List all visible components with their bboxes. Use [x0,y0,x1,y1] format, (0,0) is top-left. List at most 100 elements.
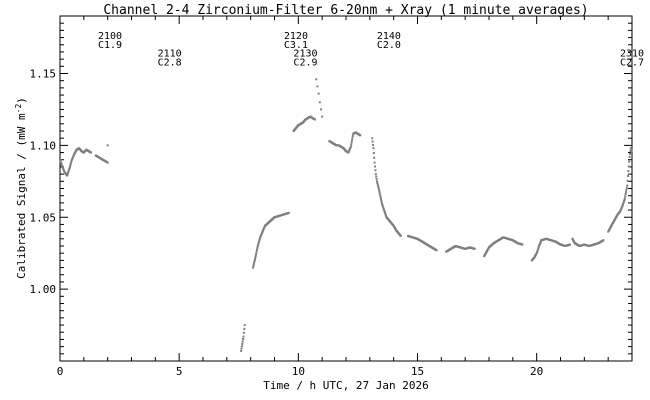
data-point [242,335,245,338]
data-point [627,170,630,173]
data-point [240,347,243,350]
data-point [106,144,109,147]
data-point [378,188,380,191]
data-point [384,212,387,215]
data-point [384,213,387,216]
data-point [623,198,626,201]
data-point [372,143,374,146]
data-point [241,340,244,343]
data-point [257,243,260,246]
y-axis-label: Calibrated Signal / (mW m-2) [14,97,28,279]
data-point [351,135,354,137]
data-point [374,169,377,172]
data-point [624,193,627,196]
data-point [371,140,374,143]
data-point [351,139,353,142]
data-point [383,211,386,214]
data-point [377,185,380,188]
data-point [535,252,538,255]
data-point [625,191,627,194]
annotation-line1: 2310 [620,48,644,59]
data-point [314,118,316,121]
data-point [382,207,385,210]
data-point [380,201,383,204]
data-point [61,164,63,167]
data-point [378,192,381,195]
data-point [623,200,626,202]
data-point [379,196,382,199]
data-point [630,148,633,151]
data-point [257,242,260,245]
data-point [621,204,624,207]
annotation-line1: 2110 [158,48,182,59]
data-point [242,338,245,340]
data-point [372,147,375,150]
data-point [374,173,377,176]
data-point [255,252,258,255]
data-point [624,195,627,198]
data-point [627,165,630,168]
data-point [628,160,631,163]
x-tick-label: 15 [411,365,424,378]
data-point [629,150,632,153]
data-point [622,201,625,204]
y-tick-label: 1.05 [30,211,57,224]
annotation-line2: C2.8 [158,57,182,68]
data-point [240,349,243,352]
annotation-line2: C2.9 [293,57,317,68]
data-point [378,190,381,193]
y-tick-label: 1.15 [30,68,57,81]
data-point [287,211,290,214]
data-point [68,168,71,171]
data-point [258,240,260,243]
data-point [70,161,73,164]
data-point [256,248,258,251]
y-axis-label-main: Calibrated Signal / (mW m [15,113,28,279]
data-point [435,249,438,252]
data-point [381,204,384,207]
data-point [621,203,624,206]
data-point [315,78,318,81]
chart-title: Channel 2-4 Zirconium-Filter 6-20nm + Xr… [103,3,588,18]
x-axis-label: Time / h UTC, 27 Jan 2026 [263,379,429,392]
data-point [252,264,255,267]
annotation-line1: 2140 [377,31,401,42]
data-point [67,169,70,172]
data-point [625,186,628,189]
data-point [252,263,255,266]
annotation-line2: C3.1 [284,40,308,51]
data-point [377,187,380,189]
data-point [258,239,261,242]
data-point [630,150,633,153]
data-point [626,179,629,182]
data-point [536,248,539,251]
data-point [256,246,259,249]
x-tick-label: 5 [176,365,183,378]
data-point [320,108,322,111]
data-point [350,141,353,144]
data-point [359,134,362,137]
data-point [242,331,245,334]
data-point [68,167,71,170]
data-point [66,173,69,176]
data-point [68,165,71,168]
data-point [59,158,61,161]
data-point [628,155,631,158]
data-point [622,202,625,205]
data-point [317,92,320,95]
data-point [602,239,605,242]
data-point [381,203,384,206]
y-tick-label: 1.00 [30,283,57,296]
data-point [537,246,540,249]
data-point [243,324,246,327]
annotation-line1: 2120 [284,31,308,42]
data-point [66,172,69,175]
data-point [321,115,324,118]
data-point [67,171,70,173]
data-point [383,210,386,213]
data-point [380,198,382,200]
data-point [70,160,73,163]
data-point [255,250,258,253]
data-point [350,143,353,146]
